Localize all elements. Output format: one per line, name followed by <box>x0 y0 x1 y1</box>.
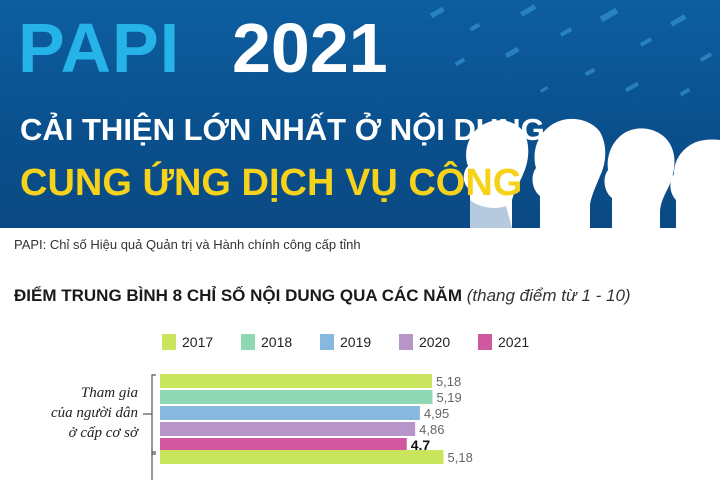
chart-heading-main: ĐIỂM TRUNG BÌNH 8 CHỈ SỐ NỘI DUNG QUA CÁ… <box>14 286 462 305</box>
bar-2018-0 <box>160 390 433 404</box>
category-bracket-0 <box>151 374 156 455</box>
title-papi: PAPI <box>18 9 181 87</box>
legend-label-2020: 2020 <box>419 334 450 350</box>
data-label-2017-0: 5,18 <box>436 374 461 389</box>
category-bracket-1 <box>151 451 156 480</box>
category-label-0-line-1: của người dân <box>51 405 138 421</box>
chart-heading: ĐIỂM TRUNG BÌNH 8 CHỈ SỐ NỘI DUNG QUA CÁ… <box>14 286 631 306</box>
subtitle-line-1: CẢI THIỆN LỚN NHẤT Ở NỘI DUNG <box>20 112 545 147</box>
bar-2019-0 <box>160 406 420 420</box>
bar-chart: 2017 2018 2019 2020 20215,185,194,954,864,75… <box>51 334 529 480</box>
title-year: 2021 <box>232 9 388 87</box>
silhouettes-icon <box>463 118 720 228</box>
data-label-2020-0: 4,86 <box>419 422 444 437</box>
data-label-2017-1: 5,18 <box>448 450 473 465</box>
legend-swatch-2020 <box>399 334 413 350</box>
data-label-2019-0: 4,95 <box>424 406 449 421</box>
chart-heading-scale: (thang điểm từ 1 - 10) <box>466 286 631 305</box>
legend-label-2018: 2018 <box>261 334 292 350</box>
bar-2020-0 <box>160 422 416 436</box>
category-label-0-line-2: ở cấp cơ sở <box>69 425 139 441</box>
category-label-0-line-0: Tham gia <box>81 385 138 401</box>
legend-swatch-2019 <box>320 334 334 350</box>
header-banner: PAPI 2021 CẢI THIỆN LỚN NHẤT Ở NỘI DUNG … <box>0 0 720 228</box>
definition-note: PAPI: Chỉ số Hiệu quả Quản trị và Hành c… <box>14 237 361 252</box>
bar-2021-0 <box>160 438 407 452</box>
bar-2017-0 <box>160 374 432 388</box>
banner-decoration <box>429 4 720 228</box>
legend-label-2017: 2017 <box>182 334 213 350</box>
legend-swatch-2017 <box>162 334 176 350</box>
data-label-2018-0: 5,19 <box>436 390 461 405</box>
legend-label-2021: 2021 <box>498 334 529 350</box>
subtitle-line-2: CUNG ỨNG DỊCH VỤ CÔNG <box>20 162 523 204</box>
bar-2017-1 <box>160 450 444 464</box>
data-label-2021-0: 4,7 <box>411 437 431 453</box>
legend-swatch-2018 <box>241 334 255 350</box>
legend-swatch-2021 <box>478 334 492 350</box>
legend-label-2019: 2019 <box>340 334 371 350</box>
